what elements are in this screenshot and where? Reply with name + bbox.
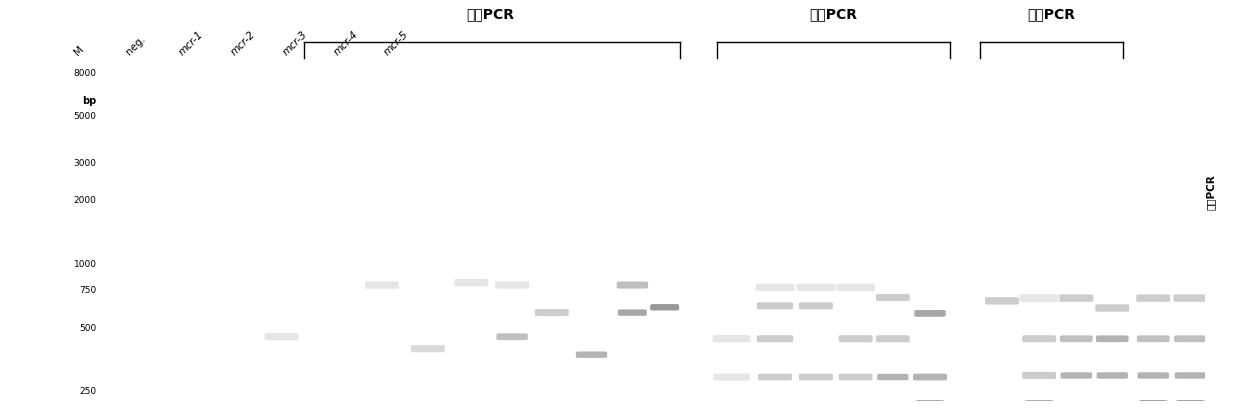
Text: bp: bp bbox=[83, 96, 97, 106]
FancyBboxPatch shape bbox=[534, 309, 569, 317]
FancyBboxPatch shape bbox=[877, 374, 909, 380]
Text: mcr-3: mcr-3 bbox=[281, 29, 310, 57]
Text: mcr-5: mcr-5 bbox=[382, 29, 410, 57]
FancyBboxPatch shape bbox=[796, 284, 836, 291]
Text: 1000: 1000 bbox=[73, 259, 97, 268]
Text: 两重PCR: 两重PCR bbox=[466, 7, 513, 21]
FancyBboxPatch shape bbox=[1138, 400, 1168, 406]
Text: mcr-1: mcr-1 bbox=[177, 29, 206, 57]
FancyBboxPatch shape bbox=[1060, 372, 1092, 379]
Text: 250: 250 bbox=[79, 386, 97, 395]
FancyBboxPatch shape bbox=[1059, 294, 1094, 302]
FancyBboxPatch shape bbox=[799, 374, 833, 380]
Text: 四重PCR: 四重PCR bbox=[1028, 7, 1075, 21]
FancyBboxPatch shape bbox=[913, 374, 947, 380]
FancyBboxPatch shape bbox=[875, 335, 910, 342]
Text: 五重PCR: 五重PCR bbox=[1205, 173, 1215, 209]
FancyBboxPatch shape bbox=[265, 401, 298, 408]
FancyBboxPatch shape bbox=[496, 333, 528, 340]
FancyBboxPatch shape bbox=[1095, 305, 1130, 312]
FancyBboxPatch shape bbox=[616, 282, 649, 289]
FancyBboxPatch shape bbox=[915, 400, 945, 406]
FancyBboxPatch shape bbox=[495, 282, 529, 289]
FancyBboxPatch shape bbox=[575, 352, 608, 358]
FancyBboxPatch shape bbox=[1024, 400, 1054, 406]
FancyBboxPatch shape bbox=[756, 303, 794, 310]
FancyBboxPatch shape bbox=[1173, 294, 1208, 302]
FancyBboxPatch shape bbox=[713, 373, 750, 381]
FancyBboxPatch shape bbox=[836, 284, 875, 291]
Text: 8000: 8000 bbox=[73, 69, 97, 78]
Text: M: M bbox=[72, 44, 86, 57]
FancyBboxPatch shape bbox=[985, 297, 1019, 305]
FancyBboxPatch shape bbox=[1096, 335, 1128, 342]
FancyBboxPatch shape bbox=[1022, 335, 1056, 342]
FancyBboxPatch shape bbox=[799, 303, 833, 310]
FancyBboxPatch shape bbox=[60, 286, 84, 294]
FancyBboxPatch shape bbox=[1137, 335, 1169, 342]
FancyBboxPatch shape bbox=[1019, 294, 1059, 302]
Text: 500: 500 bbox=[79, 323, 97, 332]
FancyBboxPatch shape bbox=[264, 333, 299, 341]
FancyBboxPatch shape bbox=[650, 304, 680, 311]
Text: 三重PCR: 三重PCR bbox=[810, 7, 857, 21]
FancyBboxPatch shape bbox=[838, 335, 873, 342]
Text: neg.: neg. bbox=[124, 34, 148, 57]
FancyBboxPatch shape bbox=[365, 282, 399, 289]
FancyBboxPatch shape bbox=[410, 279, 445, 287]
Text: mcr-2: mcr-2 bbox=[229, 29, 258, 57]
Text: mcr-4: mcr-4 bbox=[332, 29, 361, 57]
FancyBboxPatch shape bbox=[1174, 372, 1207, 379]
FancyBboxPatch shape bbox=[1096, 372, 1128, 379]
FancyBboxPatch shape bbox=[755, 284, 795, 291]
FancyBboxPatch shape bbox=[1022, 372, 1056, 379]
FancyBboxPatch shape bbox=[1176, 400, 1205, 406]
FancyBboxPatch shape bbox=[1136, 294, 1171, 302]
Text: 750: 750 bbox=[79, 285, 97, 294]
FancyBboxPatch shape bbox=[410, 345, 445, 353]
FancyBboxPatch shape bbox=[914, 310, 946, 317]
FancyBboxPatch shape bbox=[713, 335, 750, 343]
Text: 5000: 5000 bbox=[73, 112, 97, 121]
FancyBboxPatch shape bbox=[157, 269, 197, 278]
FancyBboxPatch shape bbox=[875, 294, 910, 301]
FancyBboxPatch shape bbox=[1174, 335, 1207, 342]
FancyBboxPatch shape bbox=[838, 374, 873, 380]
Text: 3000: 3000 bbox=[73, 159, 97, 168]
FancyBboxPatch shape bbox=[210, 346, 249, 354]
Text: 2000: 2000 bbox=[74, 196, 97, 205]
FancyBboxPatch shape bbox=[1060, 335, 1092, 342]
FancyBboxPatch shape bbox=[1137, 372, 1169, 379]
FancyBboxPatch shape bbox=[454, 279, 489, 287]
FancyBboxPatch shape bbox=[756, 335, 794, 342]
FancyBboxPatch shape bbox=[758, 374, 792, 380]
FancyBboxPatch shape bbox=[618, 310, 647, 316]
FancyBboxPatch shape bbox=[314, 294, 351, 302]
FancyBboxPatch shape bbox=[711, 283, 753, 292]
